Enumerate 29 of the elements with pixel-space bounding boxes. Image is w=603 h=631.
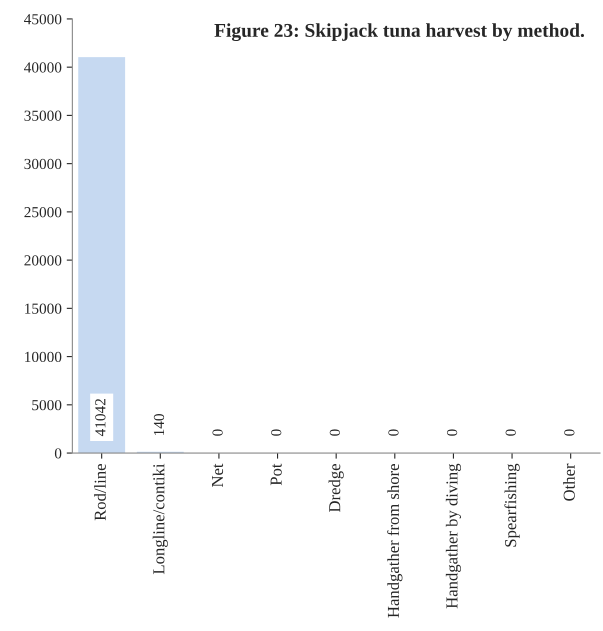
- x-tick-label: Dredge: [328, 464, 344, 512]
- y-tick-label: 5000: [32, 400, 62, 410]
- data-label: 41042: [95, 399, 106, 436]
- x-tick-label: Net: [212, 464, 224, 488]
- y-tick-label: 45000: [24, 14, 62, 24]
- y-tick-label: 0: [54, 448, 62, 459]
- y-tick-label: 25000: [24, 207, 62, 218]
- x-tick-label: Pot: [270, 464, 282, 486]
- y-tick-label: 20000: [24, 255, 62, 266]
- data-label: 0: [330, 429, 340, 436]
- y-tick-label: 35000: [24, 110, 62, 121]
- data-label: 0: [212, 429, 223, 436]
- x-tick-label: Longline/contiki: [152, 464, 168, 574]
- y-tick-label: 30000: [24, 158, 62, 170]
- y-tick-label: 10000: [25, 352, 62, 362]
- data-label: 0: [388, 429, 399, 436]
- chart-title: Figure 23: Skipjack tuna harvest by method.: [214, 23, 584, 42]
- y-tick-label: 15000: [25, 303, 62, 314]
- data-label: 0: [446, 429, 458, 436]
- x-tick-label: Handgather by diving: [446, 464, 462, 608]
- x-tick-label: Other: [563, 464, 575, 501]
- x-tick-label: Handgather from shore: [387, 464, 402, 618]
- y-tick-label: 40000: [24, 62, 62, 73]
- data-label: 0: [271, 429, 282, 436]
- x-tick-label: Rod/line: [94, 464, 106, 520]
- data-label: 0: [506, 429, 516, 436]
- data-label: 0: [564, 429, 574, 436]
- x-tick-label: Spearfishing: [504, 464, 520, 547]
- data-label: 140: [154, 414, 164, 436]
